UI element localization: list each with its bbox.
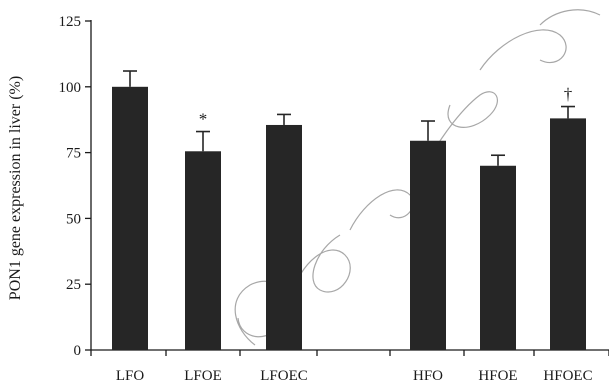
y-tick-label: 100 — [59, 80, 82, 96]
category-label: LFOE — [184, 368, 222, 384]
category-label: LFOEC — [260, 368, 308, 384]
category-label: LFO — [116, 368, 145, 384]
category-label: HFO — [413, 368, 443, 384]
watermark — [234, 9, 601, 346]
y-tick-label: 50 — [66, 211, 81, 227]
bar-hfo — [410, 140, 446, 350]
error-bar-hfoe — [491, 154, 505, 166]
error-bars — [123, 70, 575, 166]
y-tick-label: 75 — [66, 146, 81, 162]
bar-hfoec — [550, 118, 586, 350]
y-tick-label: 0 — [74, 343, 82, 359]
y-ticks: 0 25 50 75 100 125 — [59, 14, 91, 359]
annotations: *† — [199, 85, 573, 129]
bar-lfoe — [185, 151, 221, 350]
error-bar-lfoec — [277, 113, 291, 125]
x-axis — [90, 349, 609, 356]
bars — [112, 86, 586, 351]
y-axis: 0 25 50 75 100 125 — [59, 14, 92, 359]
category-labels: LFO LFOE LFOEC HFO HFOE HFOEC — [116, 368, 593, 384]
category-label: HFOEC — [543, 368, 592, 384]
error-bar-hfo — [421, 120, 435, 141]
error-bar-lfo — [123, 70, 137, 87]
x-ticks — [90, 350, 609, 356]
bar-hfoe — [480, 165, 516, 350]
category-label: HFOE — [478, 368, 517, 384]
significance-marker: * — [199, 110, 208, 129]
error-bar-hfoec — [561, 105, 575, 119]
y-axis-label: PON1 gene expression in liver (%) — [7, 76, 24, 300]
significance-marker: † — [564, 85, 573, 104]
error-bar-lfoe — [196, 130, 210, 152]
y-tick-label: 125 — [59, 14, 82, 30]
bar-lfoec — [266, 124, 302, 351]
y-tick-label: 25 — [66, 277, 81, 293]
bar-lfo — [112, 86, 148, 351]
